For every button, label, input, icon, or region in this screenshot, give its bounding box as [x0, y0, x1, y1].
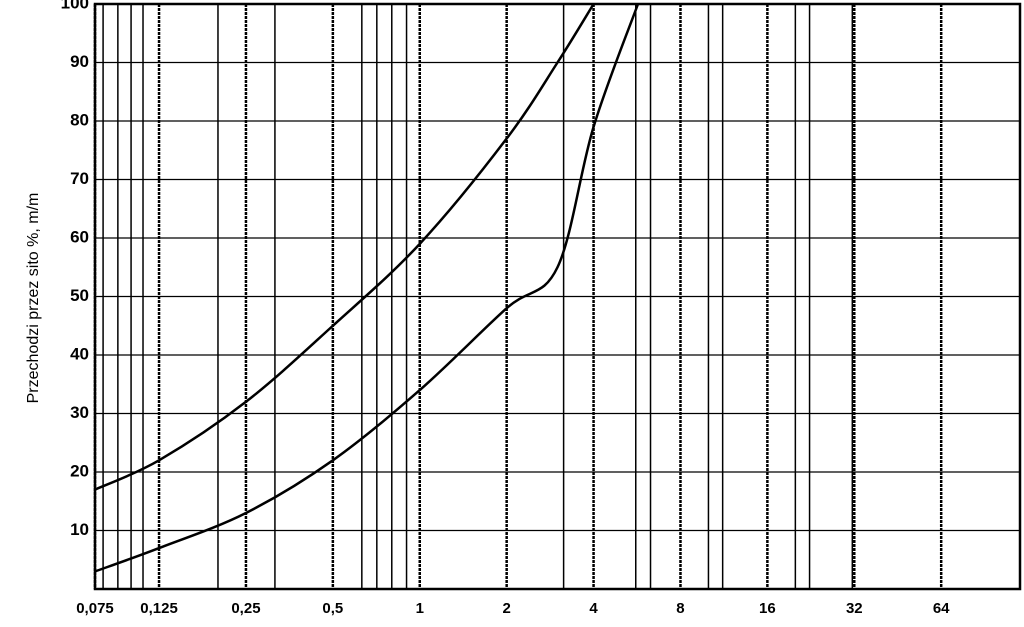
- x-tick-label: 1: [416, 600, 424, 617]
- y-tick-label: 40: [70, 344, 89, 363]
- x-tick-label: 4: [589, 600, 598, 617]
- y-tick-label: 70: [70, 169, 89, 188]
- x-tick-label: 8: [676, 600, 684, 617]
- x-tick-label: 0,25: [231, 600, 260, 617]
- y-tick-label: 100: [61, 0, 89, 12]
- x-tick-label: 2: [502, 600, 510, 617]
- x-tick-label: 16: [759, 600, 776, 617]
- grading-curve: [94, 3, 595, 491]
- y-tick-label: 30: [70, 403, 89, 422]
- y-tick-label: 50: [70, 286, 89, 305]
- y-tick-label: 80: [70, 110, 89, 129]
- x-tick-label: 0,125: [140, 600, 178, 617]
- x-tick-label: 32: [846, 600, 863, 617]
- x-tick-label: 0,5: [322, 600, 343, 617]
- y-tick-label: 90: [70, 52, 89, 71]
- y-axis-label: Przechodzi przez sito %, m/m: [25, 193, 42, 404]
- grading-curve: [94, 3, 640, 573]
- x-tick-label: 0,075: [76, 600, 114, 617]
- y-tick-label: 10: [70, 520, 89, 539]
- x-tick-label: 64: [933, 600, 950, 617]
- y-tick-label: 60: [70, 227, 89, 246]
- y-tick-label: 20: [70, 461, 89, 480]
- plot-frame: [93, 2, 1022, 591]
